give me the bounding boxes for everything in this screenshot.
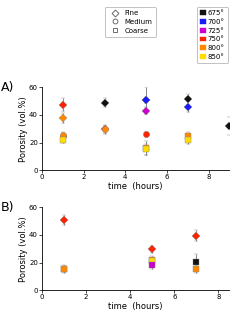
Y-axis label: Porosity (vol.%): Porosity (vol.%) — [18, 216, 28, 282]
X-axis label: time  (hours): time (hours) — [109, 302, 163, 311]
Y-axis label: Porosity (vol.%): Porosity (vol.%) — [18, 96, 28, 162]
Text: A): A) — [1, 81, 14, 94]
Legend: 675°, 700°, 725°, 750°, 800°, 850°: 675°, 700°, 725°, 750°, 800°, 850° — [197, 7, 228, 63]
X-axis label: time  (hours): time (hours) — [109, 182, 163, 191]
Legend: Fine, Medium, Coarse: Fine, Medium, Coarse — [105, 7, 156, 37]
Text: B): B) — [1, 201, 15, 214]
